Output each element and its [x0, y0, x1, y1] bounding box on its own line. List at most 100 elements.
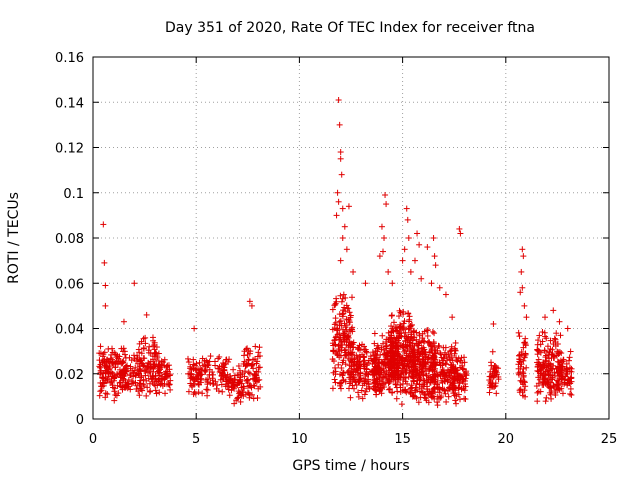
data-point — [244, 376, 251, 383]
data-point — [108, 351, 115, 358]
data-point — [394, 371, 401, 378]
data-point — [251, 371, 258, 378]
data-point — [411, 257, 418, 264]
y-tick-label: 0.16 — [55, 51, 84, 66]
data-point — [541, 347, 548, 354]
data-point — [434, 399, 441, 406]
data-point — [119, 384, 126, 391]
data-point — [153, 390, 160, 397]
data-point — [557, 332, 564, 339]
data-point — [456, 225, 463, 232]
data-point — [517, 289, 524, 296]
data-point — [361, 391, 368, 398]
data-point — [127, 386, 134, 393]
data-point — [365, 359, 372, 366]
data-point — [204, 376, 211, 383]
data-point — [163, 363, 170, 370]
data-point — [424, 385, 431, 392]
data-point — [329, 326, 336, 333]
data-point — [419, 349, 426, 356]
data-point — [489, 374, 496, 381]
data-point — [255, 349, 262, 356]
data-point — [329, 385, 336, 392]
data-point — [442, 390, 449, 397]
data-point — [245, 369, 252, 376]
data-point — [429, 374, 436, 381]
data-point — [367, 353, 374, 360]
data-point — [143, 392, 150, 399]
data-point — [547, 375, 554, 382]
chart-title: Day 351 of 2020, Rate Of TEC Index for r… — [165, 20, 535, 36]
data-point — [226, 392, 233, 399]
data-point — [246, 370, 253, 377]
data-point — [445, 393, 452, 400]
data-point — [562, 366, 569, 373]
data-point — [211, 358, 218, 365]
data-point — [392, 368, 399, 375]
data-point — [379, 332, 386, 339]
data-point — [567, 390, 574, 397]
data-point — [393, 327, 400, 334]
y-tick-label: 0.12 — [55, 142, 84, 157]
data-point — [331, 376, 338, 383]
data-point — [382, 192, 389, 199]
data-point — [550, 353, 557, 360]
data-point — [152, 387, 159, 394]
data-point — [419, 389, 426, 396]
data-point — [112, 391, 119, 398]
data-point — [405, 325, 412, 332]
data-point — [452, 397, 459, 404]
data-point — [199, 390, 206, 397]
data-point — [383, 373, 390, 380]
data-point — [554, 352, 561, 359]
data-point — [332, 315, 339, 322]
data-point — [520, 365, 527, 372]
data-point — [442, 378, 449, 385]
data-point — [376, 373, 383, 380]
data-point — [488, 383, 495, 390]
data-point — [523, 364, 530, 371]
data-point — [109, 373, 116, 380]
data-point — [382, 361, 389, 368]
data-point — [255, 377, 262, 384]
data-point — [128, 378, 135, 385]
data-point — [193, 360, 200, 367]
data-point — [348, 358, 355, 365]
data-point — [343, 246, 350, 253]
data-point — [130, 369, 137, 376]
data-point — [241, 373, 248, 380]
data-point — [239, 389, 246, 396]
data-point — [103, 377, 110, 384]
data-point — [519, 246, 526, 253]
data-point — [138, 350, 145, 357]
data-point — [389, 325, 396, 332]
data-point — [559, 390, 566, 397]
data-point — [490, 383, 497, 390]
data-point — [394, 328, 401, 335]
data-point — [361, 377, 368, 384]
data-point — [155, 350, 162, 357]
y-tick-label: 0.04 — [55, 323, 84, 338]
data-point — [150, 364, 157, 371]
data-point — [140, 362, 147, 369]
data-point — [421, 328, 428, 335]
data-point — [167, 377, 174, 384]
data-point — [562, 373, 569, 380]
data-point — [390, 319, 397, 326]
data-point — [556, 372, 563, 379]
data-point — [548, 395, 555, 402]
data-point — [537, 341, 544, 348]
data-point — [399, 362, 406, 369]
data-point — [115, 390, 122, 397]
data-point — [219, 375, 226, 382]
data-point — [520, 253, 527, 260]
data-point — [188, 366, 195, 373]
data-point — [244, 345, 251, 352]
data-point — [164, 368, 171, 375]
data-point — [378, 223, 385, 230]
data-point — [214, 382, 221, 389]
data-point — [187, 380, 194, 387]
data-point — [401, 246, 408, 253]
data-point — [336, 322, 343, 329]
data-point — [541, 370, 548, 377]
